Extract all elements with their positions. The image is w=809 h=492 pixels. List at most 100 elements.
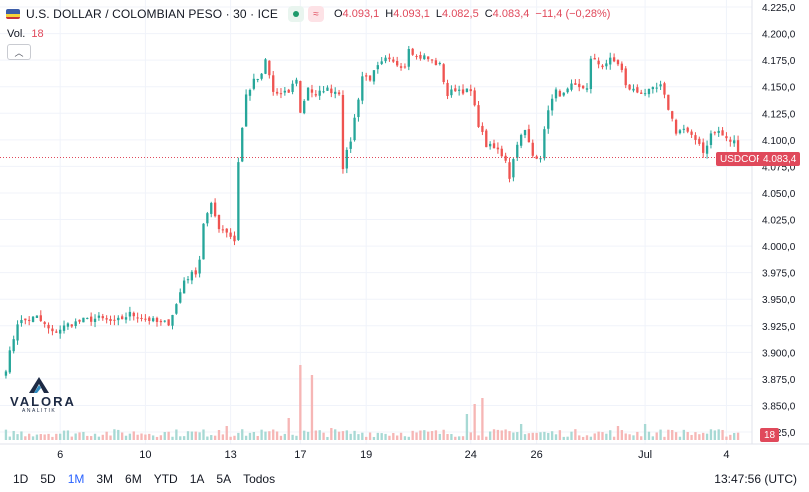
volume-bar [303, 430, 306, 440]
volume-bar [357, 434, 360, 440]
candle-body [725, 136, 728, 139]
volume-bar [488, 431, 492, 440]
candle-body [86, 317, 89, 319]
candle-body [427, 56, 430, 60]
volume-bar [349, 433, 352, 440]
volume-bar [233, 435, 236, 440]
volume-bar [581, 436, 585, 440]
candle-body [330, 88, 333, 94]
timeframe-1d[interactable]: 1D [13, 472, 29, 486]
volume-bar [198, 432, 201, 440]
candle-body [620, 63, 624, 70]
candle-body [51, 328, 54, 332]
volume-bar [365, 436, 368, 440]
timeframe-6m[interactable]: 6M [125, 472, 142, 486]
volume-bar [461, 436, 465, 440]
volume-bar [97, 436, 101, 440]
candle-body [74, 321, 77, 327]
volume-bar [535, 432, 538, 440]
price-chart[interactable]: 4.225,0 4.200,0 4.175,0 4.150,0 4.125,0 4.100… [0, 0, 809, 466]
candle-body [109, 318, 112, 322]
volume-bar [624, 433, 627, 440]
candle-body [303, 100, 306, 114]
candle-body [372, 70, 376, 82]
candle-body [481, 125, 484, 132]
volume-bar [446, 434, 449, 440]
timeframe-todos[interactable]: Todos [243, 472, 276, 486]
candle-body [585, 88, 589, 90]
symbol-tag-label: USDCOP [720, 153, 763, 165]
close-value: C4.083,4 [484, 8, 530, 20]
timeframe-5a[interactable]: 5A [216, 472, 232, 486]
candle-body [674, 119, 678, 134]
time-tick-label: 6 [57, 449, 63, 461]
candle-body [171, 314, 174, 326]
candle-body [531, 142, 534, 156]
candle-body [609, 57, 612, 65]
candle-body [167, 319, 170, 326]
candle-body [66, 323, 70, 327]
symbol-legend: U.S. DOLLAR / COLOMBIAN PESO · 30 · ICE … [6, 6, 610, 22]
compare-icon[interactable]: ≈ [307, 6, 324, 22]
timeframe-1m[interactable]: 1M [67, 472, 85, 486]
candle-body [310, 89, 314, 93]
volume-tag: 18 [760, 428, 780, 442]
candle-body [694, 135, 697, 140]
candle-body [667, 94, 670, 110]
volume-bar [566, 436, 569, 440]
volume-bar [698, 434, 701, 440]
volume-bar [109, 435, 112, 440]
candle-body [101, 316, 104, 319]
timeframe-1a[interactable]: 1A [189, 472, 205, 486]
candle-body [217, 214, 221, 230]
volume-bar [620, 430, 624, 440]
timeframe-5d[interactable]: 5D [40, 472, 56, 486]
volume-bar [82, 431, 85, 440]
volume-bar [326, 436, 329, 440]
candle-body [612, 57, 616, 62]
volume-bar [481, 398, 484, 440]
volume-bar [671, 430, 674, 440]
utc-clock[interactable]: 13:47:56 (UTC) [714, 472, 797, 486]
collapse-legend-button[interactable]: ︿ [7, 44, 31, 60]
volume-bar [609, 430, 612, 440]
market-open-icon[interactable] [287, 6, 304, 22]
volume-bar [256, 435, 259, 440]
volume-bar [31, 436, 35, 440]
candle-body [550, 98, 554, 111]
candle-body [213, 202, 217, 217]
timeframe-ytd[interactable]: YTD [153, 472, 178, 486]
candle-body [159, 320, 163, 323]
candle-body [442, 64, 445, 83]
candle-body [12, 339, 15, 352]
volume-bar [376, 432, 379, 440]
volume-bar [221, 434, 225, 440]
symbol-price-tag: USDCOP [716, 152, 767, 166]
volume-bar [113, 429, 116, 440]
volume-bar [674, 432, 678, 440]
price-tick-label: 4.100,0 [762, 136, 796, 147]
candle-body [194, 270, 197, 275]
symbol-title[interactable]: U.S. DOLLAR / COLOMBIAN PESO · 30 · ICE [26, 7, 278, 21]
volume-bar [12, 430, 15, 440]
candle-body [423, 55, 426, 60]
candle-body [512, 159, 515, 178]
timeframe-3m[interactable]: 3M [96, 472, 114, 486]
volume-bar [322, 432, 325, 440]
candle-body [461, 89, 465, 94]
volume-bar [663, 436, 666, 440]
candle-body [624, 68, 627, 86]
candle-body [272, 75, 275, 92]
volume-bar [605, 433, 608, 440]
volume-bar [465, 414, 469, 440]
volume-bar [473, 404, 476, 440]
candle-body [295, 79, 298, 84]
price-tick-label: 4.075,0 [762, 162, 796, 173]
candle-body [120, 316, 124, 320]
candle-body [636, 87, 639, 93]
candle-body [210, 202, 213, 214]
candle-body [241, 127, 244, 162]
time-tick-label: 13 [224, 449, 236, 461]
volume-bar [148, 433, 151, 440]
candle-body [535, 156, 538, 159]
